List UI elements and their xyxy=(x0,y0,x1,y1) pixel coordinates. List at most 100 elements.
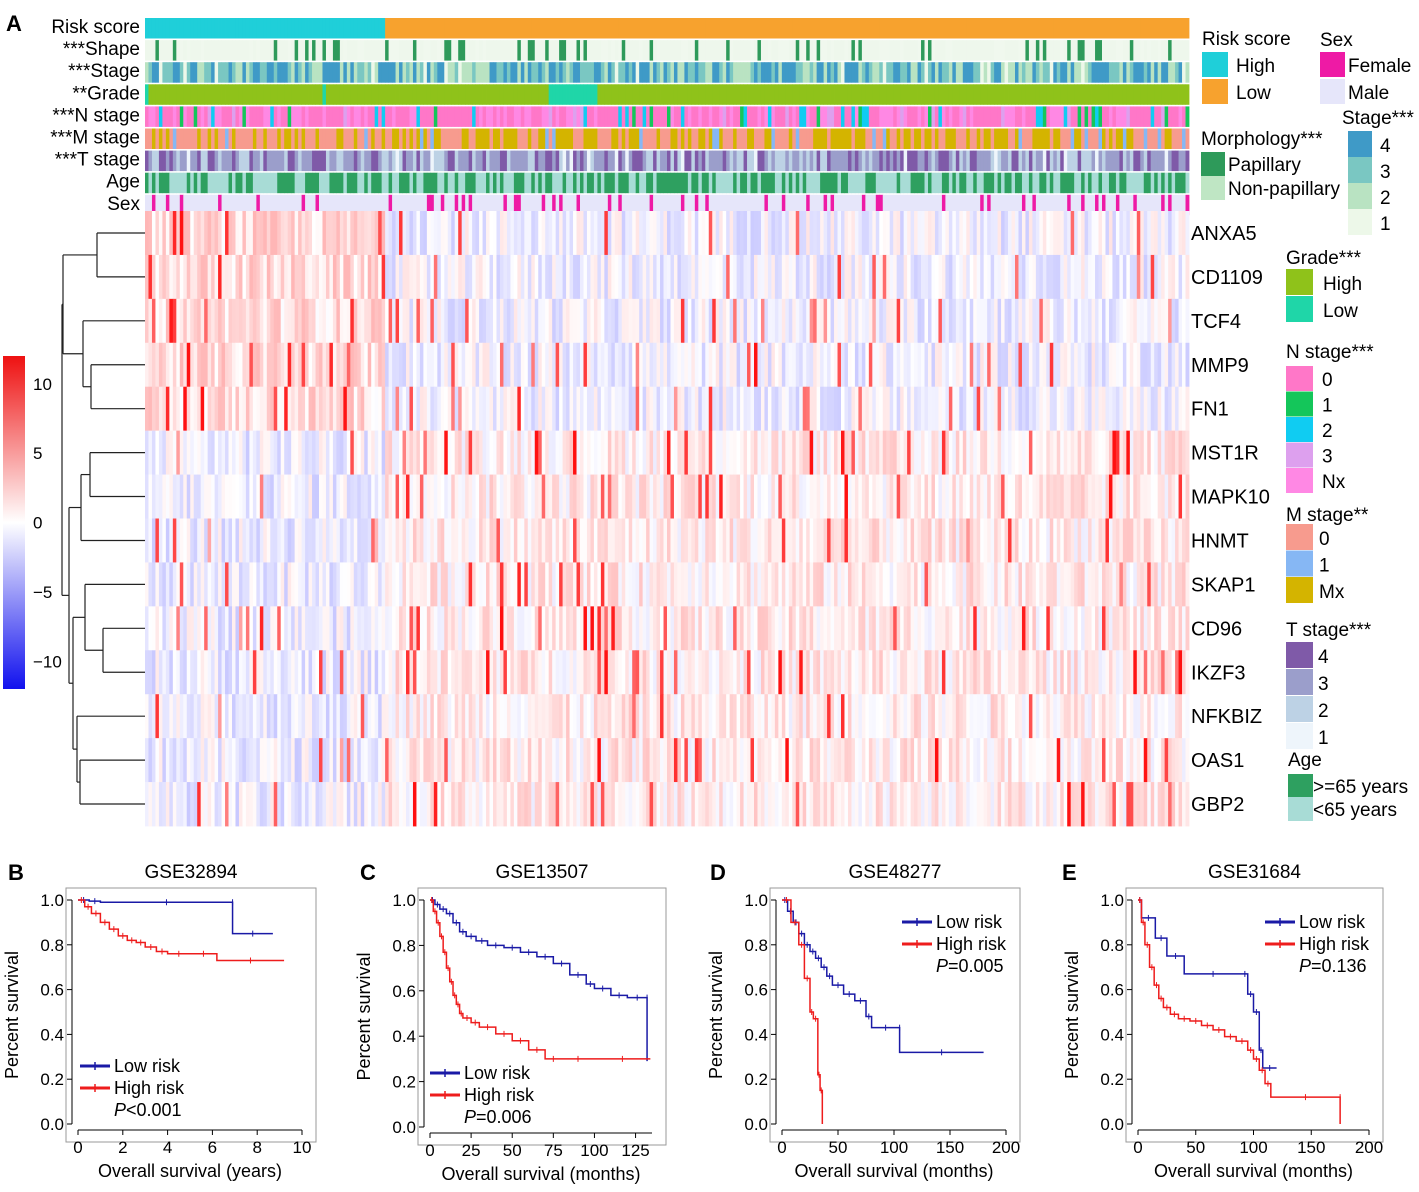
annotation-cell xyxy=(1091,194,1096,216)
annotation-cell xyxy=(1175,18,1179,39)
heatmap-cell xyxy=(976,342,981,388)
annotation-cell xyxy=(677,18,682,39)
heatmap-cell xyxy=(614,518,619,563)
heatmap-cell xyxy=(684,254,689,300)
heatmap-cell xyxy=(868,254,873,300)
annotation-cell xyxy=(743,40,748,61)
annotation-cell xyxy=(841,84,845,105)
heatmap-cell xyxy=(399,298,403,344)
annotation-cell xyxy=(788,172,793,194)
annotation-cell xyxy=(597,106,602,127)
heatmap-cell xyxy=(207,430,212,475)
annotation-cell xyxy=(764,128,769,149)
heatmap-cell xyxy=(312,254,316,300)
heatmap-cell xyxy=(660,342,664,388)
heatmap-cell xyxy=(475,298,480,344)
heatmap-cell xyxy=(1018,474,1023,519)
heatmap-cell xyxy=(381,298,386,344)
heatmap-cell xyxy=(1067,298,1072,344)
heatmap-cell xyxy=(374,386,379,432)
annotation-cell xyxy=(412,194,417,216)
heatmap-cell xyxy=(527,474,532,519)
heatmap-cell xyxy=(357,211,362,256)
heatmap-cell xyxy=(646,298,650,344)
heatmap-cell xyxy=(1081,386,1085,432)
annotation-cell xyxy=(242,172,247,194)
annotation-cell xyxy=(1011,172,1016,194)
heatmap-cell xyxy=(1077,386,1082,432)
annotation-cell xyxy=(903,172,908,194)
heatmap-cell xyxy=(225,430,229,475)
annotation-cell xyxy=(566,172,570,194)
annotation-cell xyxy=(747,128,751,149)
heatmap-cell xyxy=(816,430,821,475)
heatmap-cell xyxy=(207,254,212,300)
heatmap-cell xyxy=(360,430,365,475)
annotation-cell xyxy=(854,18,859,39)
annotation-cell xyxy=(952,172,957,194)
heatmap-cell xyxy=(1175,211,1179,256)
heatmap-cell xyxy=(1119,474,1124,519)
annotation-cell xyxy=(291,18,296,39)
heatmap-cell xyxy=(506,430,511,475)
heatmap-cell xyxy=(336,386,341,432)
annotation-cell xyxy=(273,40,278,61)
annotation-cell xyxy=(580,84,584,105)
heatmap-cell xyxy=(618,430,623,475)
annotation-cell xyxy=(454,40,459,61)
heatmap-cell xyxy=(468,254,473,300)
heatmap-cell xyxy=(374,342,379,388)
heatmap-cell xyxy=(719,254,724,300)
heatmap-cell xyxy=(1001,386,1005,432)
annotation-cell xyxy=(179,128,184,149)
heatmap-cell xyxy=(569,474,574,519)
annotation-cell xyxy=(273,150,278,172)
heatmap-cell xyxy=(673,211,678,256)
annotation-cell xyxy=(465,18,470,39)
heatmap-cell xyxy=(1084,474,1089,519)
annotation-cell xyxy=(590,18,595,39)
annotation-cell xyxy=(1119,128,1124,149)
annotation-cell xyxy=(465,150,470,172)
heatmap-cell xyxy=(482,474,487,519)
annotation-cell xyxy=(628,62,633,83)
heatmap-cell xyxy=(520,430,525,475)
heatmap-cell xyxy=(747,211,751,256)
heatmap-cell xyxy=(938,386,943,432)
heatmap-cell xyxy=(1136,298,1141,344)
annotation-cell xyxy=(921,40,925,61)
heatmap-cell xyxy=(1108,430,1113,475)
heatmap-cell xyxy=(1122,342,1127,388)
annotation-cell xyxy=(962,194,967,216)
annotation-cell xyxy=(921,150,925,172)
annotation-cell xyxy=(493,40,497,61)
annotation-cell xyxy=(343,150,348,172)
heatmap-cell xyxy=(444,518,449,563)
annotation-cell xyxy=(1182,106,1186,127)
annotation-cell xyxy=(580,150,584,172)
annotation-cell xyxy=(395,62,400,83)
annotation-cell xyxy=(392,194,396,216)
heatmap-cell xyxy=(291,474,296,519)
annotation-cell xyxy=(719,40,724,61)
annotation-cell xyxy=(934,128,939,149)
heatmap-cell xyxy=(1105,298,1110,344)
heatmap-cell xyxy=(158,430,163,475)
annotation-cell xyxy=(921,194,925,216)
annotation-cell xyxy=(771,62,776,83)
heatmap-cell xyxy=(190,254,195,300)
heatmap-cell xyxy=(440,254,445,300)
annotation-cell xyxy=(1112,18,1117,39)
annotation-cell xyxy=(475,172,480,194)
heatmap-cell xyxy=(987,211,992,256)
annotation-cell xyxy=(284,18,289,39)
annotation-cell xyxy=(952,194,957,216)
heatmap-cell xyxy=(900,211,905,256)
annotation-cell xyxy=(298,62,302,83)
annotation-cell xyxy=(503,128,508,149)
heatmap-cell xyxy=(1025,386,1030,432)
annotation-cell xyxy=(1154,84,1159,105)
annotation-cell xyxy=(531,40,536,61)
annotation-cell xyxy=(461,18,466,39)
annotation-cell xyxy=(353,84,358,105)
